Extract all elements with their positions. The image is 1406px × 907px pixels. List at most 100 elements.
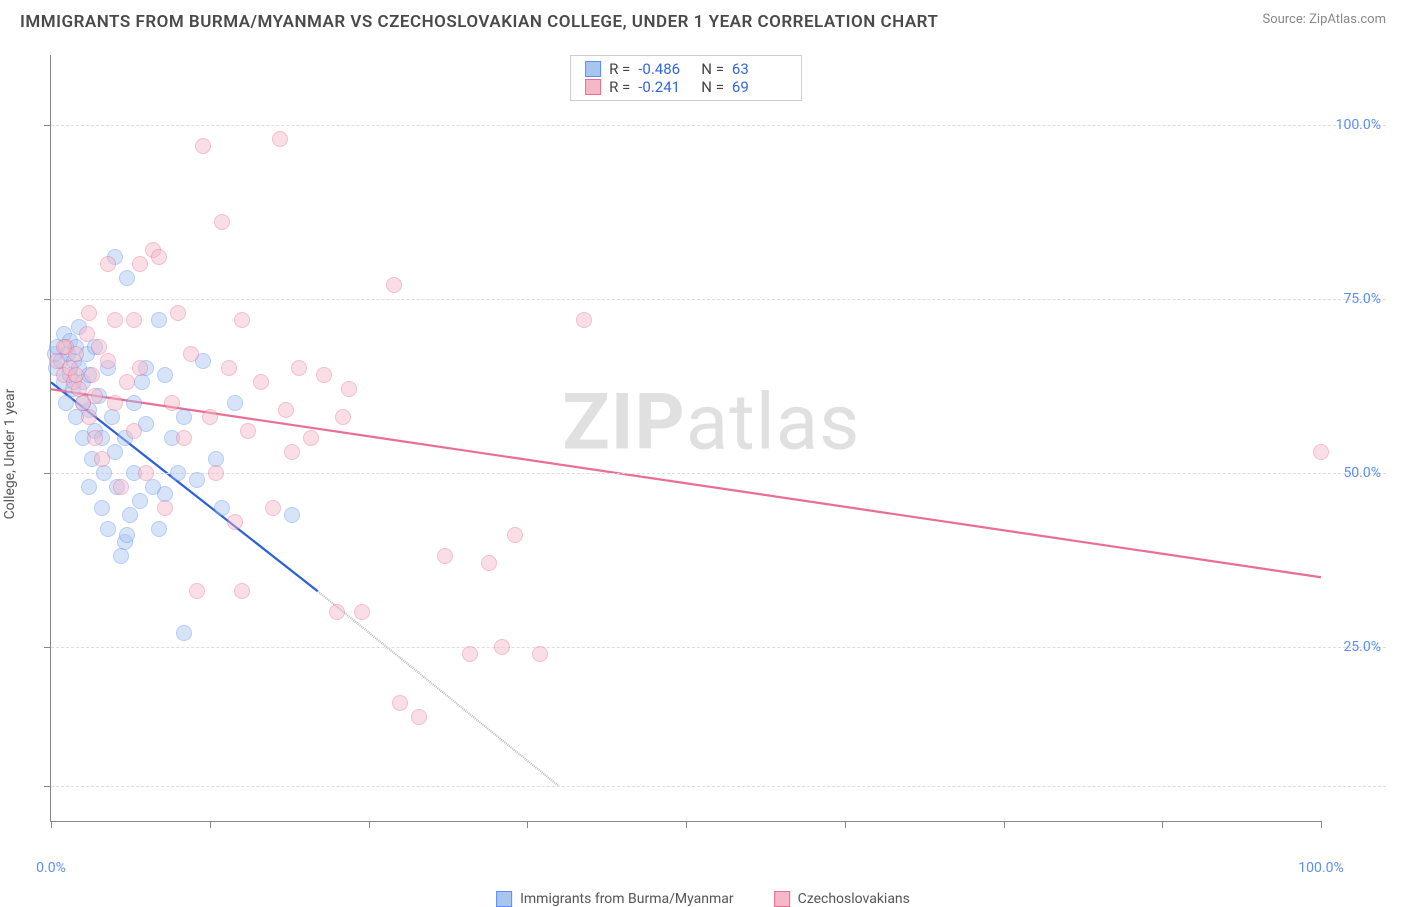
x-tick <box>369 821 370 828</box>
legend-swatch <box>585 79 601 95</box>
scatter-point <box>151 521 167 537</box>
watermark: ZIPatlas <box>562 377 860 468</box>
scatter-point <box>132 493 148 509</box>
scatter-point <box>189 583 205 599</box>
y-tick <box>44 125 51 126</box>
scatter-point <box>341 381 357 397</box>
x-tick <box>1162 821 1163 828</box>
scatter-point <box>507 527 523 543</box>
scatter-point <box>227 395 243 411</box>
scatter-point <box>234 312 250 328</box>
scatter-point <box>134 374 150 390</box>
chart-container: College, Under 1 year R =-0.486N =63R =-… <box>20 55 1386 852</box>
scatter-point <box>1313 444 1329 460</box>
scatter-point <box>100 256 116 272</box>
legend-swatch <box>585 61 601 77</box>
scatter-point <box>104 409 120 425</box>
legend-label: Czechoslovakians <box>798 891 910 907</box>
stat-r-value: -0.241 <box>638 78 693 96</box>
trend-lines-layer <box>51 55 1321 821</box>
scatter-point <box>84 367 100 383</box>
scatter-point <box>214 214 230 230</box>
scatter-point <box>107 395 123 411</box>
x-tick-label: 0.0% <box>36 860 66 876</box>
scatter-point <box>284 444 300 460</box>
scatter-point <box>221 360 237 376</box>
y-tick <box>44 786 51 787</box>
scatter-point <box>278 402 294 418</box>
scatter-point <box>411 709 427 725</box>
scatter-point <box>576 312 592 328</box>
scatter-point <box>126 395 142 411</box>
scatter-point <box>81 305 97 321</box>
x-tick <box>845 821 846 828</box>
stats-row: R =-0.486N =63 <box>585 60 787 78</box>
scatter-point <box>386 277 402 293</box>
scatter-point <box>227 514 243 530</box>
scatter-point <box>113 548 129 564</box>
y-axis-title: College, Under 1 year <box>2 388 18 519</box>
stats-row: R =-0.241N =69 <box>585 78 787 96</box>
scatter-point <box>138 465 154 481</box>
scatter-point <box>176 430 192 446</box>
scatter-point <box>335 409 351 425</box>
scatter-point <box>303 430 319 446</box>
stats-legend-box: R =-0.486N =63R =-0.241N =69 <box>570 55 802 101</box>
scatter-point <box>170 465 186 481</box>
scatter-point <box>157 367 173 383</box>
y-tick <box>44 647 51 648</box>
scatter-point <box>126 423 142 439</box>
scatter-point <box>272 131 288 147</box>
bottom-legend: Immigrants from Burma/Myanmar Czechoslova… <box>496 891 910 907</box>
scatter-point <box>284 507 300 523</box>
x-tick <box>1321 821 1322 828</box>
stat-n-value: 63 <box>732 60 787 78</box>
scatter-point <box>94 500 110 516</box>
scatter-point <box>170 305 186 321</box>
scatter-point <box>107 312 123 328</box>
scatter-point <box>189 472 205 488</box>
gridline-h <box>51 473 1386 474</box>
scatter-point <box>157 500 173 516</box>
scatter-point <box>151 312 167 328</box>
scatter-point <box>119 374 135 390</box>
x-tick <box>210 821 211 828</box>
scatter-point <box>494 639 510 655</box>
scatter-point <box>122 507 138 523</box>
y-tick-label: 75.0% <box>1343 291 1381 307</box>
source-label: Source: ZipAtlas.com <box>1262 12 1386 27</box>
stat-r-value: -0.486 <box>638 60 693 78</box>
scatter-point <box>240 423 256 439</box>
legend-swatch <box>774 891 790 907</box>
scatter-point <box>164 395 180 411</box>
scatter-point <box>462 646 478 662</box>
scatter-point <box>208 465 224 481</box>
x-tick-label: 100.0% <box>1298 860 1343 876</box>
y-tick-label: 50.0% <box>1343 465 1381 481</box>
scatter-point <box>119 527 135 543</box>
x-tick <box>686 821 687 828</box>
y-tick <box>44 473 51 474</box>
gridline-h <box>51 786 1386 787</box>
y-tick <box>44 299 51 300</box>
scatter-point <box>96 465 112 481</box>
scatter-point <box>113 479 129 495</box>
plot-area: R =-0.486N =63R =-0.241N =69 ZIPatlas 25… <box>50 55 1321 822</box>
gridline-h <box>51 647 1386 648</box>
scatter-point <box>195 138 211 154</box>
scatter-point <box>79 326 95 342</box>
x-tick <box>527 821 528 828</box>
y-tick-label: 25.0% <box>1343 639 1381 655</box>
scatter-point <box>481 555 497 571</box>
scatter-point <box>119 270 135 286</box>
stat-n-value: 69 <box>732 78 787 96</box>
trend-line <box>318 591 559 786</box>
scatter-point <box>253 374 269 390</box>
legend-item: Immigrants from Burma/Myanmar <box>496 891 734 907</box>
x-tick <box>1004 821 1005 828</box>
scatter-point <box>437 548 453 564</box>
scatter-point <box>329 604 345 620</box>
scatter-point <box>202 409 218 425</box>
scatter-point <box>265 500 281 516</box>
stat-r-label: R = <box>609 60 630 78</box>
